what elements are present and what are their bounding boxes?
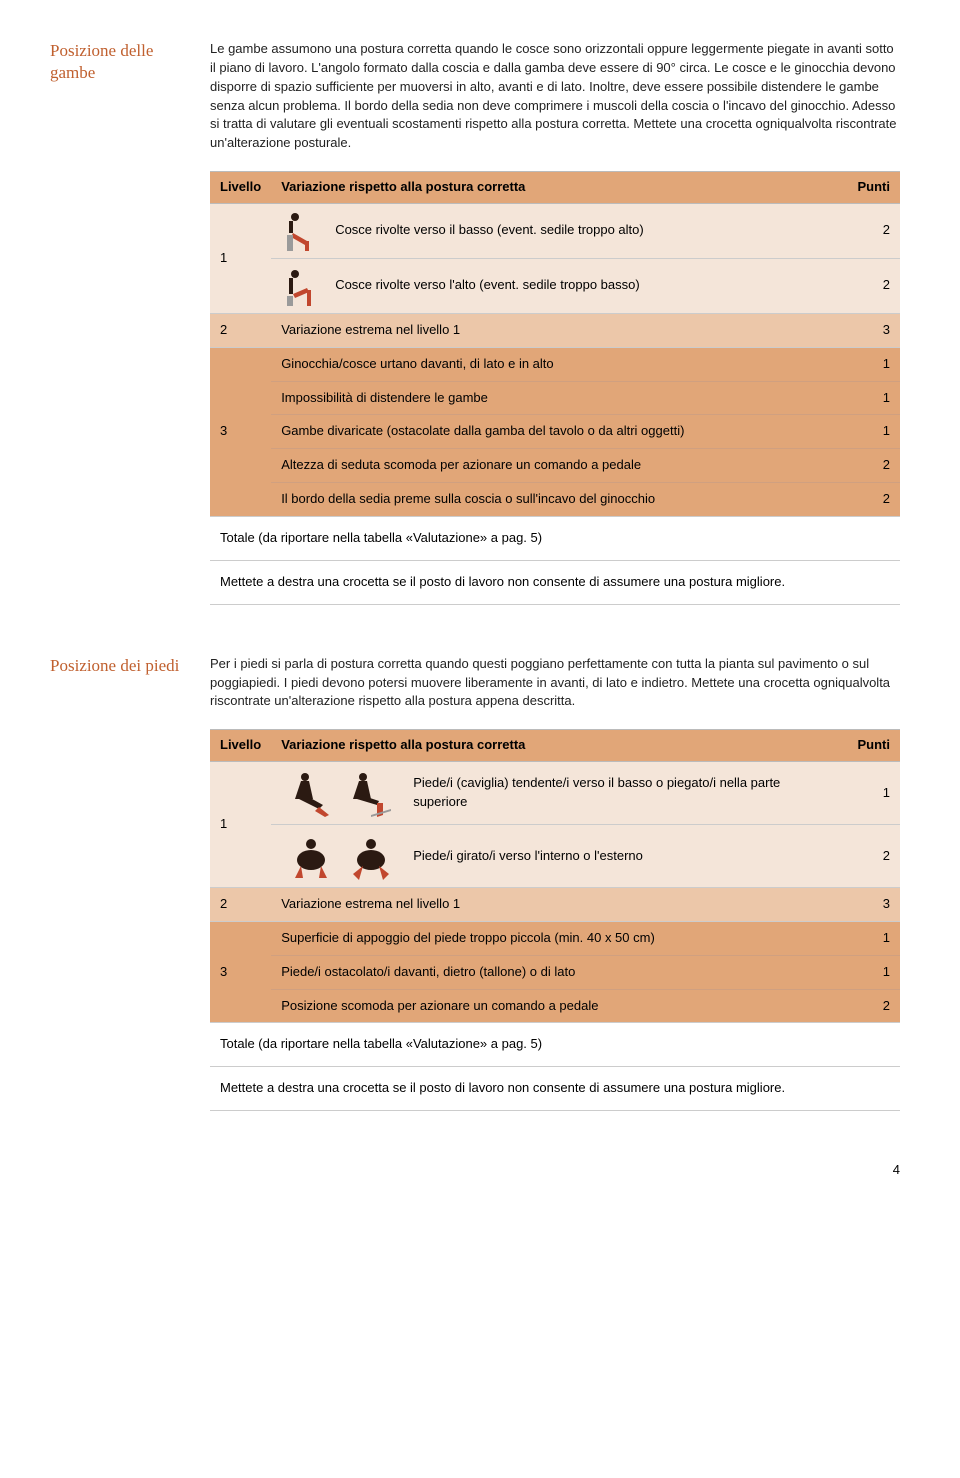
table-row: Altezza di seduta scomoda per azionare u…: [210, 449, 900, 483]
level-cell: 1: [210, 203, 271, 313]
points-cell: 1: [840, 415, 900, 449]
variation-text: Variazione estrema nel livello 1: [271, 888, 840, 922]
table-row: Piede/i girato/i verso l'interno o l'est…: [210, 825, 900, 888]
variation-text: Impossibilità di distendere le gambe: [271, 381, 840, 415]
section-title-legs: Posizione delle gambe: [50, 40, 180, 605]
note-blank: [840, 1067, 900, 1111]
variation-text: Il bordo della sedia preme sulla coscia …: [271, 483, 840, 517]
variation-text: Gambe divaricate (ostacolate dalla gamba…: [271, 415, 840, 449]
total-text: Totale (da riportare nella tabella «Valu…: [210, 516, 840, 560]
variation-text: Altezza di seduta scomoda per azionare u…: [271, 449, 840, 483]
table-row: 2 Variazione estrema nel livello 1 3: [210, 888, 900, 922]
table-row: 1: [210, 762, 900, 825]
level-cell: 2: [210, 313, 271, 347]
variation-text: Piede/i (caviglia) tendente/i verso il b…: [413, 774, 830, 812]
feet-rotation-icon: [281, 832, 401, 880]
table-feet: Livello Variazione rispetto alla postura…: [210, 729, 900, 1111]
table-header-row: Livello Variazione rispetto alla postura…: [210, 172, 900, 204]
table-row: Gambe divaricate (ostacolate dalla gamba…: [210, 415, 900, 449]
table-header-row: Livello Variazione rispetto alla postura…: [210, 730, 900, 762]
header-points: Punti: [840, 172, 900, 204]
variation-text: Cosce rivolte verso l'alto (event. sedil…: [335, 276, 640, 295]
table-row: Piede/i ostacolato/i davanti, dietro (ta…: [210, 955, 900, 989]
level-cell: 2: [210, 888, 271, 922]
note-text: Mettete a destra una crocetta se il post…: [210, 560, 840, 604]
table-row: 1 Cosce rivolte verso il ba: [210, 203, 900, 258]
header-level: Livello: [210, 730, 271, 762]
section-feet: Posizione dei piedi Per i piedi si parla…: [50, 655, 900, 1111]
level-cell: 3: [210, 921, 271, 1023]
points-cell: 2: [840, 989, 900, 1023]
variation-cell: Cosce rivolte verso il basso (event. sed…: [271, 203, 840, 258]
note-row: Mettete a destra una crocetta se il post…: [210, 1067, 900, 1111]
seated-figure-low-icon: [281, 266, 323, 306]
points-cell: 1: [840, 762, 900, 825]
table-row: 3 Ginocchia/cosce urtano davanti, di lat…: [210, 347, 900, 381]
variation-cell: Piede/i girato/i verso l'interno o l'est…: [271, 825, 840, 888]
points-cell: 2: [840, 203, 900, 258]
variation-text: Piede/i ostacolato/i davanti, dietro (ta…: [271, 955, 840, 989]
total-row: Totale (da riportare nella tabella «Valu…: [210, 1023, 900, 1067]
table-legs: Livello Variazione rispetto alla postura…: [210, 171, 900, 605]
points-cell: 1: [840, 381, 900, 415]
points-cell: 1: [840, 921, 900, 955]
points-cell: 3: [840, 888, 900, 922]
total-blank: [840, 1023, 900, 1067]
table-row: Posizione scomoda per azionare un comand…: [210, 989, 900, 1023]
note-row: Mettete a destra una crocetta se il post…: [210, 560, 900, 604]
points-cell: 2: [840, 258, 900, 313]
variation-text: Cosce rivolte verso il basso (event. sed…: [335, 221, 644, 240]
variation-text: Piede/i girato/i verso l'interno o l'est…: [413, 847, 643, 866]
total-row: Totale (da riportare nella tabella «Valu…: [210, 516, 900, 560]
total-blank: [840, 516, 900, 560]
feet-angle-icon: [281, 769, 401, 817]
points-cell: 1: [840, 347, 900, 381]
variation-text: Posizione scomoda per azionare un comand…: [271, 989, 840, 1023]
variation-text: Variazione estrema nel livello 1: [271, 313, 840, 347]
header-points: Punti: [840, 730, 900, 762]
table-row: Cosce rivolte verso l'alto (event. sedil…: [210, 258, 900, 313]
intro-text-legs: Le gambe assumono una postura corretta q…: [210, 40, 900, 153]
points-cell: 1: [840, 955, 900, 989]
table-row: 3 Superficie di appoggio del piede tropp…: [210, 921, 900, 955]
variation-cell: Cosce rivolte verso l'alto (event. sedil…: [271, 258, 840, 313]
variation-cell: Piede/i (caviglia) tendente/i verso il b…: [271, 762, 840, 825]
note-blank: [840, 560, 900, 604]
points-cell: 2: [840, 825, 900, 888]
table-row: Impossibilità di distendere le gambe 1: [210, 381, 900, 415]
note-text: Mettete a destra una crocetta se il post…: [210, 1067, 840, 1111]
section-body-legs: Le gambe assumono una postura corretta q…: [210, 40, 900, 605]
section-legs: Posizione delle gambe Le gambe assumono …: [50, 40, 900, 605]
seated-figure-high-icon: [281, 211, 323, 251]
variation-text: Superficie di appoggio del piede troppo …: [271, 921, 840, 955]
variation-text: Ginocchia/cosce urtano davanti, di lato …: [271, 347, 840, 381]
section-title-feet: Posizione dei piedi: [50, 655, 180, 1111]
table-row: 2 Variazione estrema nel livello 1 3: [210, 313, 900, 347]
level-cell: 1: [210, 762, 271, 888]
total-text: Totale (da riportare nella tabella «Valu…: [210, 1023, 840, 1067]
intro-text-feet: Per i piedi si parla di postura corretta…: [210, 655, 900, 712]
section-body-feet: Per i piedi si parla di postura corretta…: [210, 655, 900, 1111]
points-cell: 3: [840, 313, 900, 347]
header-variation: Variazione rispetto alla postura corrett…: [271, 172, 840, 204]
table-row: Il bordo della sedia preme sulla coscia …: [210, 483, 900, 517]
page-number: 4: [50, 1161, 900, 1180]
points-cell: 2: [840, 449, 900, 483]
points-cell: 2: [840, 483, 900, 517]
level-cell: 3: [210, 347, 271, 516]
header-variation: Variazione rispetto alla postura corrett…: [271, 730, 840, 762]
header-level: Livello: [210, 172, 271, 204]
